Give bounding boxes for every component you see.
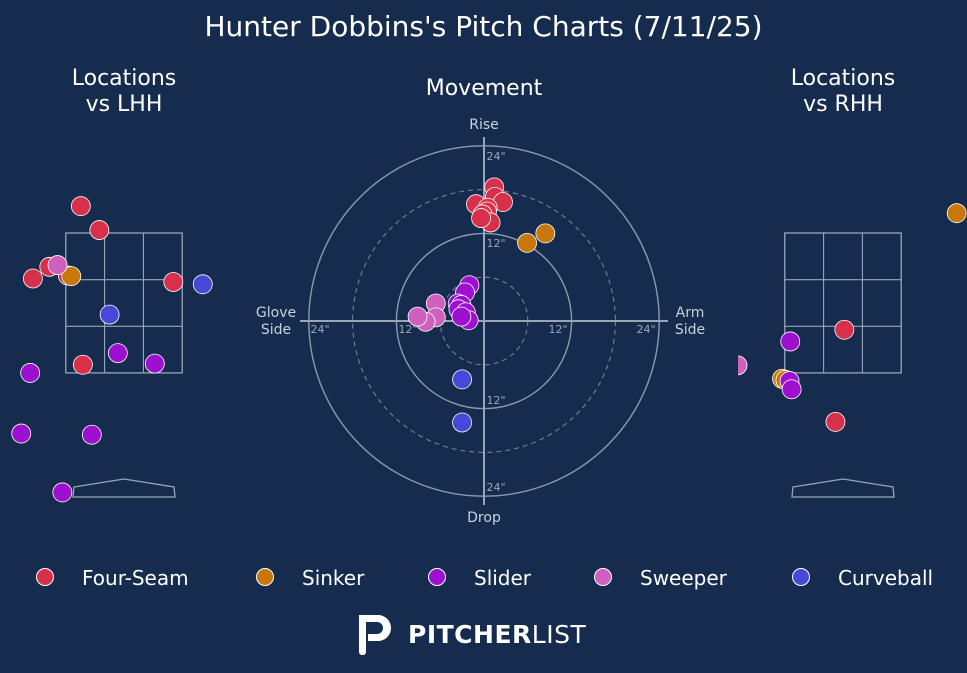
rhh-panel-title-line-1: Locations xyxy=(790,66,896,91)
movement-point-four-seam-8 xyxy=(471,208,491,228)
rhh-point-slider-9 xyxy=(781,379,802,400)
legend-label-four-seam: Four-Seam xyxy=(82,566,189,590)
lhh-plate-outline xyxy=(72,478,176,498)
movement-point-sinker-9 xyxy=(535,223,556,244)
movement-point-sweeper-22 xyxy=(407,306,428,327)
lhh-home-plate xyxy=(72,478,176,498)
pitch-charts-svg: Rise Drop Glove Side Arm Side 24" 12" 12… xyxy=(11,117,967,526)
lhh-point-four-seam-4 xyxy=(22,268,43,289)
lhh-strike-zone xyxy=(65,232,183,374)
lhh-point-sinker-7 xyxy=(61,266,82,287)
movement-label-arm: Arm xyxy=(676,305,705,321)
lhh-point-slider-14 xyxy=(11,423,32,444)
lhh-point-slider-11 xyxy=(107,343,128,363)
pitch-legend: Four-Seam Sinker Slider Sweeper Curvebal… xyxy=(0,562,967,594)
lhh-point-slider-13 xyxy=(20,363,41,383)
ring-label-24-right: 24" xyxy=(636,323,655,336)
brand-text-light: LIST xyxy=(531,620,587,649)
lhh-panel-title-line-1: Locations xyxy=(71,66,177,91)
legend-dot-curveball xyxy=(792,568,810,586)
movement-label-arm-side: Side xyxy=(675,322,705,338)
movement-point-curveball-24 xyxy=(452,412,473,433)
rhh-point-four-seam-3 xyxy=(825,411,846,432)
ring-label-12-top: 12" xyxy=(486,237,505,250)
movement-point-sinker-10 xyxy=(517,232,537,253)
legend-dot-sweeper xyxy=(594,568,612,586)
lhh-location-points xyxy=(11,196,213,503)
lhh-point-curveball-10 xyxy=(99,304,120,325)
pitcherlist-brand: PITCHERLIST xyxy=(356,612,596,658)
legend-label-curveball: Curveball xyxy=(838,566,934,590)
rhh-zone-outline xyxy=(784,232,902,374)
movement-point-curveball-23 xyxy=(452,369,473,390)
legend-label-sweeper: Sweeper xyxy=(640,566,727,590)
rhh-plate-outline xyxy=(791,478,895,498)
legend-label-slider: Slider xyxy=(474,566,532,590)
legend-label-sinker: Sinker xyxy=(302,566,365,590)
brand-text-bold: PITCHER xyxy=(408,620,532,649)
rhh-point-sweeper-1 xyxy=(683,254,702,273)
rhh-point-four-seam-2 xyxy=(834,319,855,340)
movement-grid xyxy=(300,137,668,505)
legend-dot-four-seam xyxy=(36,568,54,586)
movement-panel-title: Movement xyxy=(425,76,543,101)
page-title: Hunter Dobbins's Pitch Charts (7/11/25) xyxy=(204,10,763,43)
rhh-point-slider-4 xyxy=(780,331,801,352)
ring-label-12-left: 12" xyxy=(398,323,417,336)
rhh-panel-title: Locations vs RHH xyxy=(763,66,923,118)
lhh-point-four-seam-0 xyxy=(70,196,91,217)
lhh-point-sweeper-8 xyxy=(47,255,68,275)
rhh-home-plate xyxy=(791,478,895,498)
ring-label-24-left: 24" xyxy=(310,323,329,336)
pitcherlist-wordmark: PITCHERLIST xyxy=(408,620,586,649)
pitcherlist-p-logo-icon xyxy=(359,615,391,655)
lhh-point-four-seam-6 xyxy=(73,354,93,375)
lhh-point-four-seam-5 xyxy=(163,272,184,292)
ring-label-24-bottom: 24" xyxy=(486,481,505,494)
movement-label-drop: Drop xyxy=(467,510,501,526)
lhh-point-slider-16 xyxy=(52,482,73,503)
lhh-point-slider-15 xyxy=(81,424,102,445)
legend-dot-sinker xyxy=(256,568,274,586)
movement-label-glove: Glove xyxy=(256,305,296,321)
lhh-point-four-seam-1 xyxy=(89,220,110,240)
movement-points xyxy=(407,177,556,433)
ring-label-12-right: 12" xyxy=(548,323,567,336)
rhh-point-sweeper-5 xyxy=(738,355,748,376)
movement-point-slider-18 xyxy=(451,306,472,327)
movement-label-rise: Rise xyxy=(469,117,499,133)
ring-label-24-top: 24" xyxy=(486,150,505,163)
rhh-point-sinker-0 xyxy=(946,203,967,224)
rhh-strike-zone xyxy=(784,232,902,374)
lhh-panel-title: Locations vs LHH xyxy=(44,66,204,118)
legend-dot-slider xyxy=(428,568,446,586)
rhh-location-points xyxy=(683,203,967,432)
lhh-point-slider-12 xyxy=(144,353,165,374)
lhh-zone-outline xyxy=(65,232,183,374)
rhh-panel-title-line-2: vs RHH xyxy=(803,92,883,117)
movement-axis-labels: Rise Drop Glove Side Arm Side 24" 12" 12… xyxy=(256,117,705,526)
lhh-point-curveball-9 xyxy=(192,274,213,295)
ring-label-12-bottom: 12" xyxy=(486,394,505,407)
lhh-panel-title-line-2: vs LHH xyxy=(85,92,163,117)
movement-label-glove-side: Side xyxy=(261,322,291,338)
